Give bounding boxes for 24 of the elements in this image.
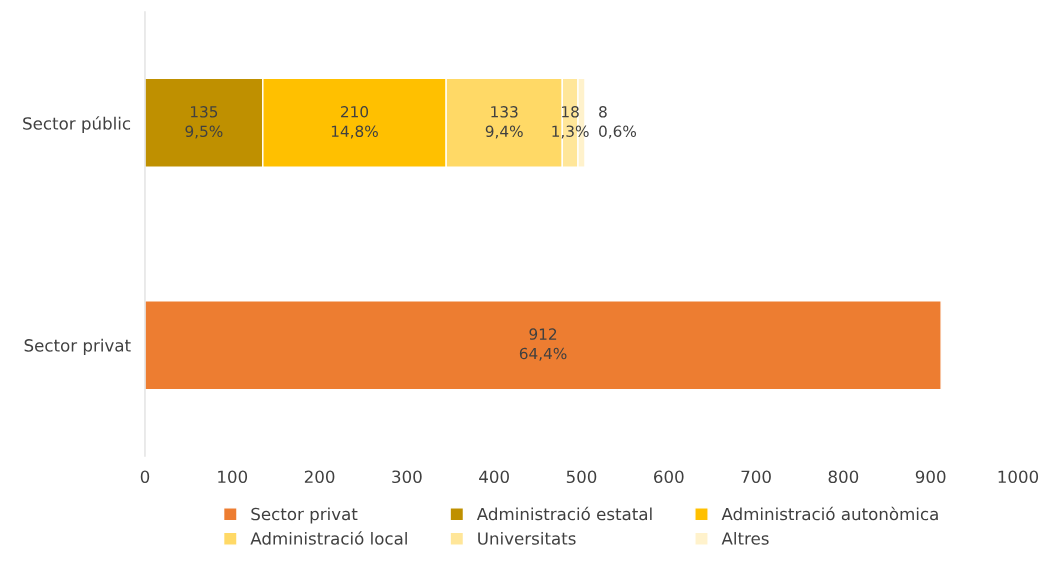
data-label: 210 14,8% — [331, 106, 378, 139]
x-tick-label: 600 — [654, 470, 684, 484]
data-label: 912 64,4% — [519, 328, 567, 361]
legend-label: Administració estatal — [476, 506, 652, 521]
data-label: 18 1,3% — [552, 106, 589, 139]
x-tick-label: 500 — [566, 470, 597, 484]
data-label: 135 9,5% — [185, 106, 223, 139]
x-tick-label: 200 — [304, 470, 335, 484]
legend-label: Administració local — [250, 531, 407, 545]
x-tick-label: 1000 — [998, 470, 1039, 484]
data-label: 133 9,4% — [485, 106, 523, 139]
x-tick-label: 900 — [915, 470, 946, 484]
legend-label: Universitats — [478, 531, 576, 545]
x-tick-label: 100 — [218, 470, 248, 484]
legend-label: Sector privat — [251, 507, 358, 524]
x-tick-label: 400 — [479, 470, 509, 484]
legend-label: Altres — [721, 531, 769, 545]
data-label: 8 0,6% — [599, 106, 637, 139]
x-tick-label: 800 — [828, 470, 859, 484]
x-tick-label: 300 — [392, 470, 422, 484]
legend-label: Administració autonòmica — [721, 506, 938, 521]
x-tick-label: 700 — [741, 470, 771, 484]
x-tick-label: 0 — [140, 470, 150, 484]
y-tick-label: Sector públic — [23, 116, 131, 133]
